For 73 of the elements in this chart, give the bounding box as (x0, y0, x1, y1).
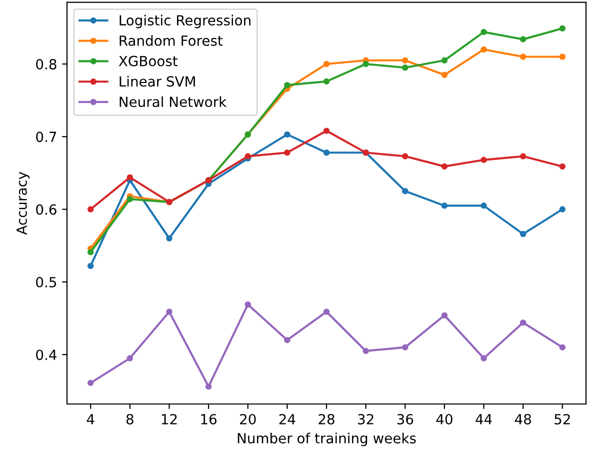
point (559, 163, 566, 170)
point (323, 78, 330, 85)
point (87, 249, 94, 256)
point (441, 163, 448, 170)
point (480, 28, 487, 36)
point (559, 206, 566, 212)
x-tick-label: 44 (476, 414, 492, 424)
y-tick-label: 0.5 (36, 276, 56, 288)
point (520, 36, 526, 42)
point (480, 46, 487, 53)
point (441, 312, 448, 318)
y-tick-label: 0.8 (36, 58, 56, 70)
point (87, 380, 94, 386)
legend-label: Random Forest (120, 35, 223, 46)
point (323, 128, 330, 134)
point (284, 131, 290, 138)
point (402, 64, 408, 71)
point (402, 57, 408, 64)
x-axis-title: Number of training weeks (238, 432, 416, 446)
point (559, 54, 566, 60)
point (480, 156, 487, 164)
point (520, 54, 526, 60)
point (402, 153, 408, 160)
point (323, 150, 330, 156)
point (362, 60, 369, 68)
point (402, 344, 408, 350)
point (205, 383, 212, 390)
point (559, 344, 566, 350)
point (480, 355, 487, 362)
point (480, 202, 487, 209)
x-tick-label: 36 (397, 414, 414, 424)
point (520, 320, 526, 326)
point (284, 82, 290, 88)
point (441, 72, 448, 78)
point (87, 206, 94, 212)
legend-label: Neural Network (120, 96, 227, 108)
point (126, 355, 134, 362)
x-tick-label: 40 (436, 414, 452, 424)
x-tick-label: 48 (514, 414, 531, 424)
point (323, 60, 330, 68)
y-tick-label: 0.4 (36, 350, 56, 360)
x-tick-label: 20 (240, 414, 256, 424)
x-tick-label: 16 (201, 414, 217, 424)
point (284, 150, 290, 156)
legend-label: Linear SVM (120, 76, 195, 87)
point (166, 308, 172, 315)
point (441, 57, 448, 64)
x-tick-label: 32 (358, 414, 374, 424)
point (520, 230, 526, 238)
point (126, 196, 134, 202)
point (284, 336, 290, 344)
point (559, 25, 566, 32)
point (402, 188, 408, 194)
x-tick-label: 8 (126, 414, 134, 424)
point (362, 348, 369, 354)
x-tick-label: 12 (162, 414, 177, 424)
y-tick-label: 0.7 (36, 132, 56, 142)
point (87, 262, 94, 270)
y-axis-title: Accuracy (16, 172, 30, 235)
x-tick-label: 28 (318, 414, 334, 424)
x-tick-label: 4 (86, 414, 94, 424)
point (323, 308, 330, 315)
point (126, 174, 134, 180)
y-tick-label: 0.6 (36, 204, 56, 215)
point (166, 235, 172, 242)
point (441, 202, 448, 209)
x-tick-label: 24 (279, 414, 296, 424)
point (244, 301, 251, 308)
legend-label: Logistic Regression (120, 14, 250, 28)
legend-label: XGBoost (118, 56, 178, 66)
point (244, 153, 251, 160)
x-tick-label: 52 (554, 414, 570, 424)
point (520, 153, 526, 160)
